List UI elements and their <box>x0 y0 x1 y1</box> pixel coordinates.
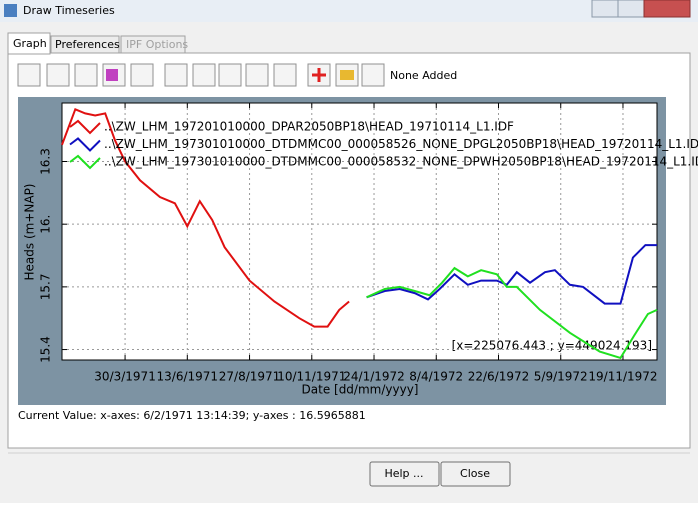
tool-button[interactable] <box>17 63 41 87</box>
icon <box>312 68 326 82</box>
y-tick-label: 15.4 <box>39 336 53 363</box>
tab-preferences[interactable] <box>50 35 120 54</box>
help-button[interactable] <box>369 461 440 487</box>
maximize-button[interactable] <box>617 0 645 18</box>
button-label: Help ... <box>384 467 423 480</box>
tool-button[interactable] <box>164 63 188 87</box>
series-line <box>366 244 657 305</box>
tab-label: Graph <box>13 37 47 50</box>
button-label: Close <box>460 467 490 480</box>
plot-area <box>61 102 658 361</box>
app-icon <box>4 4 17 17</box>
x-axis-label: Date [dd/mm/yyyy] <box>302 383 419 397</box>
series-line <box>61 107 350 328</box>
x-tick-label: 24/1/1972 <box>343 370 405 384</box>
legend-swatch <box>69 137 101 152</box>
tab-graph[interactable] <box>7 32 51 55</box>
y-axis-label: Heads (m+NAP) <box>23 184 37 281</box>
toolbar <box>17 63 385 87</box>
minimize-button[interactable] <box>591 0 619 18</box>
tab-ipf <box>120 35 186 54</box>
annotation: [x=225076.443 ; y=449024.193] <box>452 339 652 353</box>
legend-swatch <box>69 119 101 135</box>
legend-swatch <box>69 154 101 170</box>
y-tick-label: 16.3 <box>39 148 53 175</box>
x-tick-label: 19/11/1972 <box>588 370 657 384</box>
y-tick-label: 15.7 <box>39 274 53 301</box>
tool-button[interactable] <box>245 63 269 87</box>
icon <box>340 70 354 80</box>
tool-button[interactable] <box>192 63 216 87</box>
tool-button[interactable] <box>273 63 297 87</box>
tool-button <box>361 63 385 87</box>
series-line <box>366 266 658 360</box>
tool-button[interactable] <box>46 63 70 87</box>
y-tick-label: 16. <box>39 215 53 234</box>
legend-label: ..\ZW_LHM_197201010000_DPAR2050BP18\HEAD… <box>104 120 514 134</box>
x-tick-label: 13/6/1971 <box>157 370 219 384</box>
legend-label: ..\ZW_LHM_197301010000_DTDMMC00_00005853… <box>104 155 698 169</box>
x-tick-label: 5/9/1972 <box>534 370 588 384</box>
icon <box>106 69 118 81</box>
x-tick-label: 8/4/1972 <box>409 370 463 384</box>
x-tick-label: 27/8/1971 <box>219 370 281 384</box>
tool-button[interactable] <box>74 63 98 87</box>
tool-button[interactable] <box>130 63 154 87</box>
tab-label: Preferences <box>55 38 120 51</box>
x-tick-label: 30/3/1971 <box>94 370 156 384</box>
close-button[interactable] <box>440 461 511 487</box>
title-bar <box>0 0 698 22</box>
toolbar-label: None Added <box>390 69 457 82</box>
tool-button[interactable] <box>218 63 242 87</box>
status-text: Current Value: x-axes: 6/2/1971 13:14:39… <box>18 409 366 422</box>
tab-label: IPF Options <box>126 38 188 51</box>
x-tick-label: 10/11/1971 <box>277 370 346 384</box>
legend-label: ..\ZW_LHM_197301010000_DTDMMC00_00005852… <box>104 137 698 151</box>
x-tick-label: 22/6/1972 <box>468 370 530 384</box>
close-window-button[interactable] <box>643 0 691 18</box>
window-title: Draw Timeseries <box>23 4 115 17</box>
